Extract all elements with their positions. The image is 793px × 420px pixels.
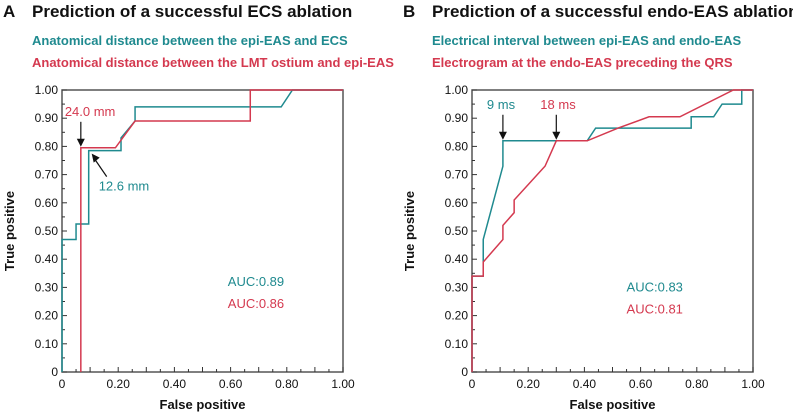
legend-entry: Anatomical distance between the LMT osti… [32, 55, 394, 70]
x-tick-label: 0.60 [629, 377, 653, 391]
y-tick-label: 0.10 [445, 337, 469, 351]
y-tick-label: 0.10 [35, 337, 59, 351]
cutoff-annotation: 12.6 mm [99, 179, 150, 194]
arrow-head [91, 153, 100, 163]
legend-entry: Anatomical distance between the epi-EAS … [32, 33, 348, 48]
y-tick-label: 0.90 [35, 111, 59, 125]
x-tick-label: 0.20 [107, 377, 131, 391]
legend-entry: Electrogram at the endo-EAS preceding th… [432, 55, 733, 70]
y-tick-label: 0.60 [445, 196, 469, 210]
x-tick-label: 0 [469, 377, 476, 391]
y-tick-label: 1.00 [445, 83, 469, 97]
panel-B: B Prediction of a successful endo-EAS abl… [402, 2, 793, 412]
cutoff-annotation: 24.0 mm [65, 104, 116, 119]
y-tick-label: 0.30 [445, 280, 469, 294]
x-tick-label: 0.60 [219, 377, 243, 391]
y-axis-label: True positive [402, 191, 417, 271]
roc-curve-teal [471, 89, 753, 372]
x-tick-label: 1.00 [331, 377, 355, 391]
x-axis-label: False positive [570, 397, 656, 412]
panel-letter: A [3, 2, 15, 21]
x-tick-label: 0.80 [275, 377, 299, 391]
y-tick-label: 0.50 [35, 224, 59, 238]
x-tick-label: 1.00 [741, 377, 765, 391]
panel-title: Prediction of a successful endo-EAS abla… [432, 2, 793, 21]
panel-A: A Prediction of a successful ECS ablation… [2, 2, 394, 412]
roc-curve-teal [61, 89, 343, 372]
y-tick-label: 0.40 [445, 252, 469, 266]
y-tick-label: 0.80 [35, 139, 59, 153]
arrow-head [76, 138, 85, 147]
legend-entry: Electrical interval between epi-EAS and … [432, 33, 742, 48]
panel-title: Prediction of a successful ECS ablation [32, 2, 352, 21]
roc-curve-red [471, 89, 753, 372]
y-tick-label: 0.70 [445, 168, 469, 182]
cutoff-annotation: 9 ms [487, 97, 516, 112]
y-tick-label: 0.40 [35, 252, 59, 266]
y-tick-label: 0 [461, 365, 468, 379]
y-axis-label: True positive [2, 191, 17, 271]
x-tick-label: 0.40 [573, 377, 597, 391]
plot-frame [61, 89, 344, 373]
arrow-head [498, 131, 507, 140]
cutoff-annotation: 18 ms [540, 97, 576, 112]
y-tick-label: 0.60 [35, 196, 59, 210]
plot-frame [471, 89, 754, 373]
auc-label: AUC:0.81 [627, 302, 683, 317]
auc-label: AUC:0.86 [228, 296, 284, 311]
y-tick-label: 0.90 [445, 111, 469, 125]
x-tick-label: 0.20 [517, 377, 541, 391]
y-tick-label: 0.80 [445, 139, 469, 153]
y-tick-label: 0 [51, 365, 58, 379]
y-tick-label: 0.20 [445, 309, 469, 323]
x-tick-label: 0 [59, 377, 66, 391]
x-axis-label: False positive [160, 397, 246, 412]
roc-curve-red [80, 89, 343, 372]
y-tick-label: 0.70 [35, 168, 59, 182]
y-tick-label: 0.30 [35, 280, 59, 294]
y-tick-label: 0.20 [35, 309, 59, 323]
panel-letter: B [403, 2, 415, 21]
x-tick-label: 0.40 [163, 377, 187, 391]
arrow-head [552, 131, 561, 140]
y-tick-label: 1.00 [35, 83, 59, 97]
auc-label: AUC:0.89 [228, 274, 284, 289]
x-tick-label: 0.80 [685, 377, 709, 391]
y-tick-label: 0.50 [445, 224, 469, 238]
auc-label: AUC:0.83 [627, 280, 683, 295]
